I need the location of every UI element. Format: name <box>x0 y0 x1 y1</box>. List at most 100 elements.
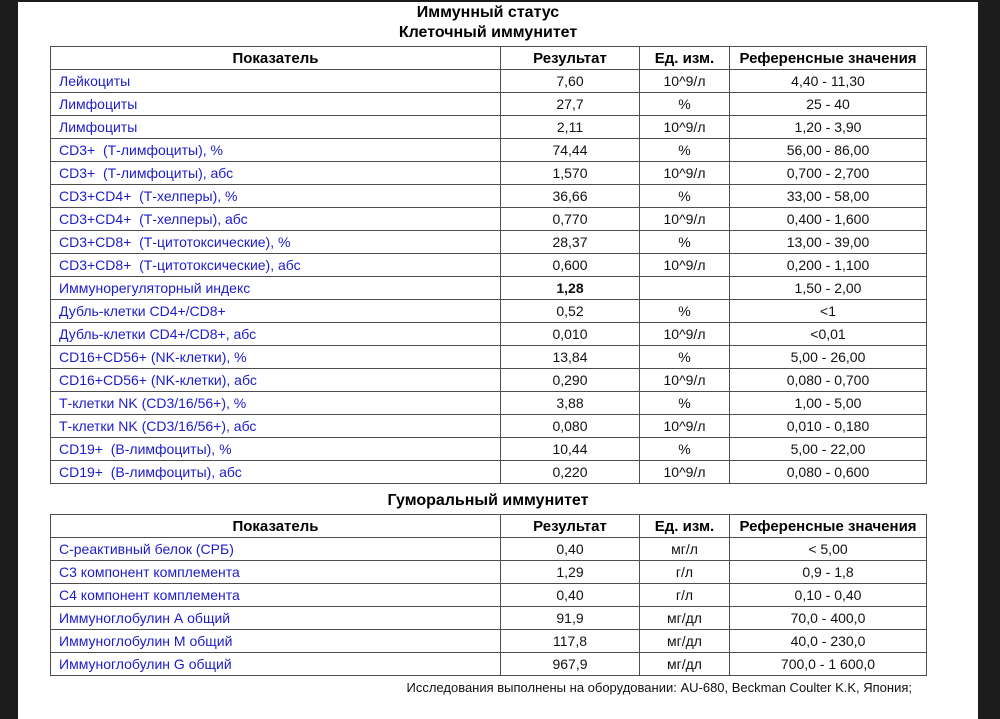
ref-cell: 0,010 - 0,180 <box>729 414 927 438</box>
ref-cell: 1,20 - 3,90 <box>729 115 927 139</box>
indicator-cell: CD3+CD4+ (Т-хелперы), абс <box>50 207 501 231</box>
result-cell: 0,40 <box>500 583 640 607</box>
ref-cell: <1 <box>729 299 927 323</box>
ref-cell: 4,40 - 11,30 <box>729 69 927 93</box>
indicator-cell: Лимфоциты <box>50 115 501 139</box>
indicator-cell: CD16+CD56+ (NK-клетки), абс <box>50 368 501 392</box>
indicator-cell: Дубль-клетки CD4+/CD8+ <box>50 299 501 323</box>
table-row: Т-клетки NK (CD3/16/56+), абс 0,080 10^9/л… <box>50 414 927 438</box>
indicator-cell: CD3+CD8+ (Т-цитотоксические), абс <box>50 253 501 277</box>
table-row: Иммуноглобулин А общий 91,9 мг/дл 70,0 - 40… <box>50 606 927 630</box>
unit-cell <box>639 276 730 300</box>
table-row: Иммунорегуляторный индекс 1,28 1,50 - 2,00 <box>50 276 927 300</box>
unit-cell: % <box>639 230 730 254</box>
table-row: CD3+CD4+ (Т-хелперы), абс 0,770 10^9/л 0,40… <box>50 207 927 231</box>
column-header: Референсные значения <box>729 514 927 538</box>
ref-cell: <0,01 <box>729 322 927 346</box>
indicator-cell: CD19+ (В-лимфоциты), % <box>50 437 501 461</box>
ref-cell: 0,700 - 2,700 <box>729 161 927 185</box>
column-header: Результат <box>500 514 640 538</box>
result-cell: 91,9 <box>500 606 640 630</box>
unit-cell: мг/дл <box>639 606 730 630</box>
indicator-cell: С3 компонент комплемента <box>50 560 501 584</box>
header-row: Показатель Результат Ед. изм. Референсные з… <box>50 46 927 70</box>
unit-cell: % <box>639 138 730 162</box>
table-row: CD3+CD8+ (Т-цитотоксические), абс 0,600 10… <box>50 253 927 277</box>
indicator-cell: Лейкоциты <box>50 69 501 93</box>
indicator-cell: CD3+ (Т-лимфоциты), % <box>50 138 501 162</box>
result-cell: 0,290 <box>500 368 640 392</box>
result-cell: 0,770 <box>500 207 640 231</box>
ref-cell: 5,00 - 26,00 <box>729 345 927 369</box>
table-row: Т-клетки NK (CD3/16/56+), % 3,88% 1,00 - 5… <box>50 391 927 415</box>
indicator-cell: Т-клетки NK (CD3/16/56+), % <box>50 391 501 415</box>
table-row: CD3+ (Т-лимфоциты), абс 1,570 10^9/л 0,700 … <box>50 161 927 185</box>
result-cell: 0,600 <box>500 253 640 277</box>
ref-cell: 0,9 - 1,8 <box>729 560 927 584</box>
table-row: Дубль-клетки CD4+/CD8+ 0,52% <1 <box>50 299 927 323</box>
table-row: CD19+ (В-лимфоциты), абс 0,220 10^9/л 0,080… <box>50 460 927 484</box>
indicator-cell: CD3+CD8+ (Т-цитотоксические), % <box>50 230 501 254</box>
table-row: Лейкоциты 7,60 10^9/л 4,40 - 11,30 <box>50 69 927 93</box>
indicator-cell: Иммуноглобулин А общий <box>50 606 501 630</box>
ref-cell: 56,00 - 86,00 <box>729 138 927 162</box>
unit-cell: 10^9/л <box>639 368 730 392</box>
ref-cell: 1,00 - 5,00 <box>729 391 927 415</box>
table-row: С3 компонент комплемента 1,29 г/л 0,9 - 1,8 <box>50 560 927 584</box>
result-cell: 13,84 <box>500 345 640 369</box>
unit-cell: % <box>639 92 730 116</box>
unit-cell: % <box>639 391 730 415</box>
unit-cell: мг/дл <box>639 652 730 676</box>
result-cell: 117,8 <box>500 629 640 653</box>
unit-cell: % <box>639 437 730 461</box>
table-row: Иммуноглобулин G общий 967,9 мг/дл 700,0 - … <box>50 652 927 676</box>
unit-cell: 10^9/л <box>639 253 730 277</box>
result-cell: 3,88 <box>500 391 640 415</box>
result-cell: 7,60 <box>500 69 640 93</box>
table-row: CD19+ (В-лимфоциты), % 10,44% 5,00 - 22,00 <box>50 437 927 461</box>
unit-cell: 10^9/л <box>639 322 730 346</box>
humoral-immunity-subtitle: Гуморальный иммунитет <box>387 492 589 509</box>
ref-cell: 0,200 - 1,100 <box>729 253 927 277</box>
cellular-immunity-subtitle: Клеточный иммунитет <box>398 24 578 41</box>
table-row: С4 компонент комплемента 0,40 г/л 0,10 - 0,… <box>50 583 927 607</box>
ref-cell: 40,0 - 230,0 <box>729 629 927 653</box>
cellular-immunity-table: Показатель Результат Ед. изм. Референсные з… <box>50 46 927 484</box>
result-cell: 2,11 <box>500 115 640 139</box>
unit-cell: % <box>639 345 730 369</box>
column-header: Ед. изм. <box>639 46 730 70</box>
indicator-cell: Иммуноглобулин М общий <box>50 629 501 653</box>
ref-cell: 0,080 - 0,600 <box>729 460 927 484</box>
unit-cell: 10^9/л <box>639 414 730 438</box>
table-row: С-реактивный белок (СРБ) 0,40 мг/л < 5,00 <box>50 537 927 561</box>
column-header: Ед. изм. <box>639 514 730 538</box>
humoral-immunity-section: Гуморальный иммунитет Показатель Результа… <box>18 491 978 676</box>
ref-cell: 13,00 - 39,00 <box>729 230 927 254</box>
unit-cell: г/л <box>639 560 730 584</box>
unit-cell: 10^9/л <box>639 207 730 231</box>
report-page: Иммунный статус Клеточный иммунитет Пока… <box>18 0 978 719</box>
indicator-cell: Дубль-клетки CD4+/CD8+, абс <box>50 322 501 346</box>
result-cell: 27,7 <box>500 92 640 116</box>
table-row: Иммуноглобулин М общий 117,8 мг/дл 40,0 - 2… <box>50 629 927 653</box>
result-cell: 36,66 <box>500 184 640 208</box>
unit-cell: % <box>639 184 730 208</box>
ref-cell: 33,00 - 58,00 <box>729 184 927 208</box>
ref-cell: 0,10 - 0,40 <box>729 583 927 607</box>
ref-cell: 70,0 - 400,0 <box>729 606 927 630</box>
indicator-cell: Т-клетки NK (CD3/16/56+), абс <box>50 414 501 438</box>
ref-cell: 5,00 - 22,00 <box>729 437 927 461</box>
result-cell: 10,44 <box>500 437 640 461</box>
unit-cell: 10^9/л <box>639 115 730 139</box>
unit-cell: % <box>639 299 730 323</box>
table-row: CD16+CD56+ (NK-клетки), % 13,84% 5,00 - 26… <box>50 345 927 369</box>
indicator-cell: CD3+CD4+ (Т-хелперы), % <box>50 184 501 208</box>
result-cell: 1,29 <box>500 560 640 584</box>
ref-cell: 0,080 - 0,700 <box>729 368 927 392</box>
result-cell: 0,52 <box>500 299 640 323</box>
table-row: Дубль-клетки CD4+/CD8+, абс 0,010 10^9/л <0… <box>50 322 927 346</box>
column-header: Показатель <box>50 46 501 70</box>
column-header: Показатель <box>50 514 501 538</box>
page-title: Иммунный статус <box>416 4 560 21</box>
column-header: Результат <box>500 46 640 70</box>
